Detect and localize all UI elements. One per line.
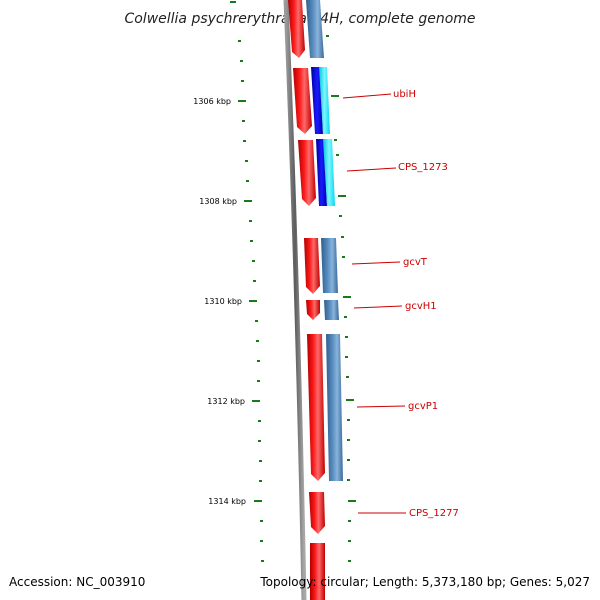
cog-bar [306,0,324,58]
gene-arrow-bottom[interactable] [310,543,325,600]
major-tick-1308: 1308 kbp [199,197,252,206]
genome-backbone [283,0,307,600]
tick-label: 1310 kbp [204,297,242,306]
gene-arrow-ubiH[interactable] [293,68,312,134]
cog-bar [319,67,330,134]
gene-arrow-CPS_1277[interactable] [309,492,325,534]
cog-bar [323,139,335,206]
tick-label: 1308 kbp [199,197,237,206]
gene-arrow-gcvP1[interactable] [307,334,325,481]
gene-arrow-top[interactable] [288,0,305,58]
accession-text: Accession: NC_003910 [9,575,145,589]
minor-ticks [230,1,356,562]
major-tick-1312: 1312 kbp [207,397,260,406]
gene-label-gcvT[interactable]: gcvT [403,257,428,268]
major-tick-1306: 1306 kbp [193,97,246,106]
major-tick-1310: 1310 kbp [204,297,257,306]
gene-labels: ubiH CPS_1273 gcvT gcvH1 gcvP1 CPS_1277 [342,89,459,519]
cog-bar [324,300,339,320]
gene-label-ubiH[interactable]: ubiH [393,89,416,100]
tick-label: 1306 kbp [193,97,231,106]
gene-label-CPS_1277[interactable]: CPS_1277 [409,508,459,519]
cog-category-bars [306,0,343,481]
forward-strand-genes [288,0,325,600]
gene-label-CPS_1273[interactable]: CPS_1273 [398,162,448,173]
gene-label-gcvH1[interactable]: gcvH1 [405,301,437,312]
gene-arrow-gcvT[interactable] [304,238,320,294]
gene-label-gcvP1[interactable]: gcvP1 [408,401,438,412]
major-tick-1314: 1314 kbp [208,497,262,506]
gene-arrow-gcvH1[interactable] [306,300,320,320]
tick-label: 1314 kbp [208,497,246,506]
topology-text: Topology: circular; Length: 5,373,180 bp… [259,575,590,589]
cog-bar [326,334,343,481]
cog-bar [321,238,338,293]
gene-arrow-CPS_1273[interactable] [298,140,316,206]
tick-label: 1312 kbp [207,397,245,406]
